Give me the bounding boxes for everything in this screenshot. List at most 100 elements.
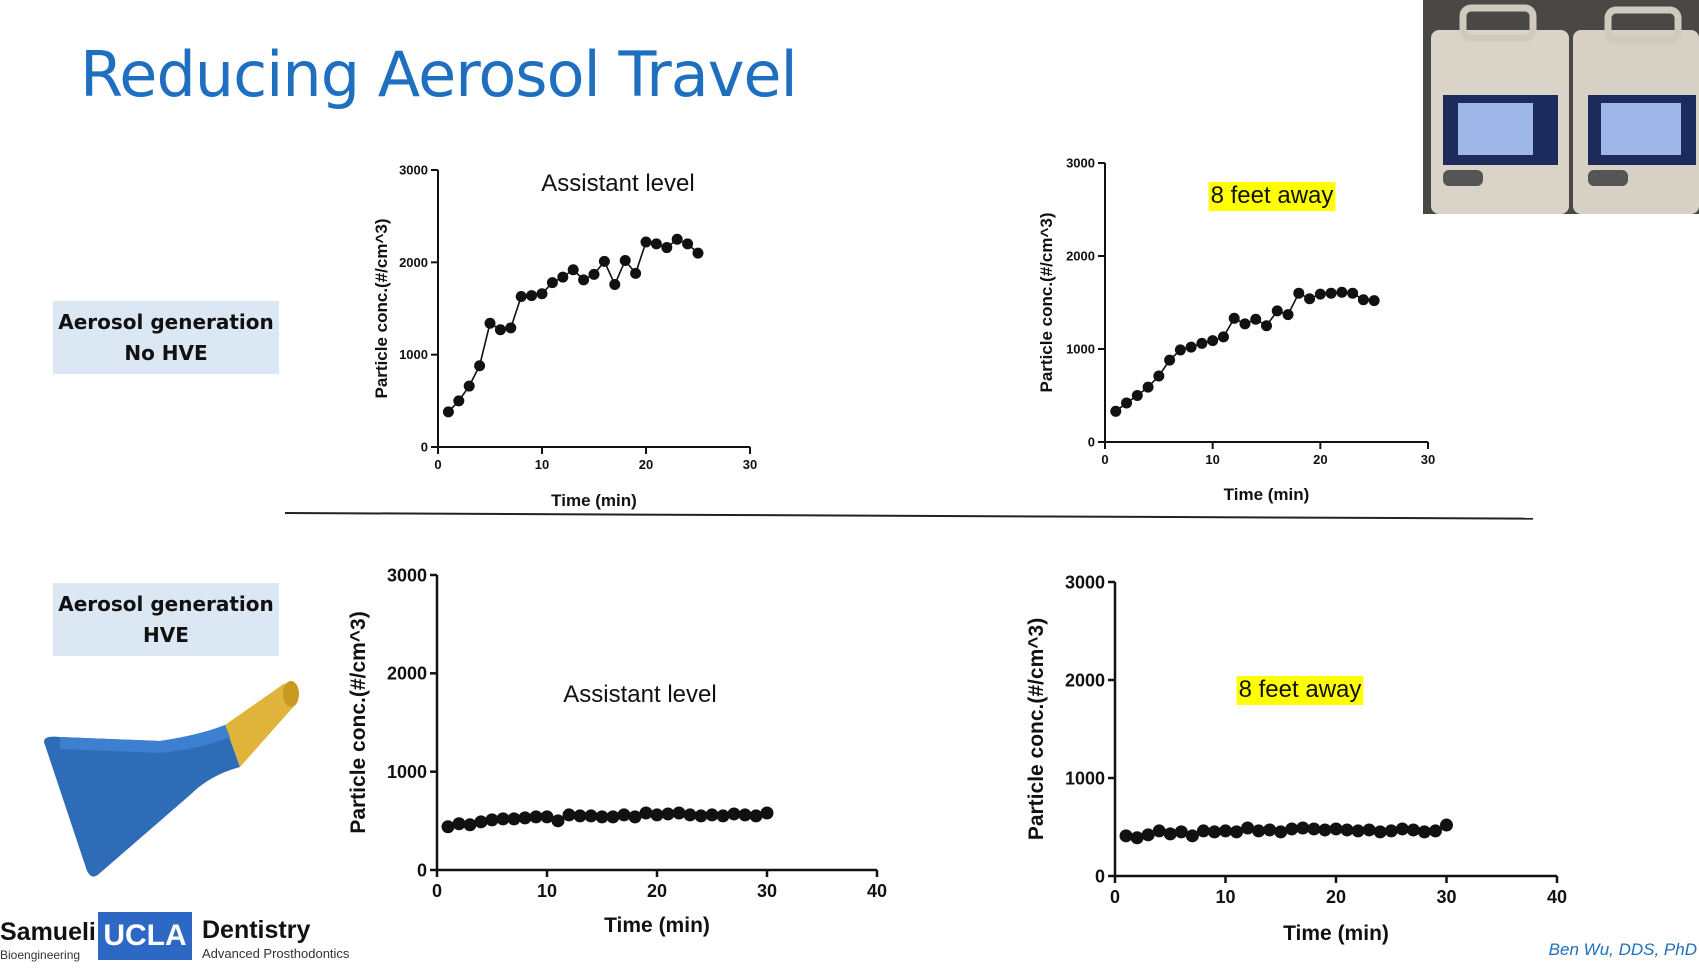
data-point — [518, 811, 532, 825]
data-point — [1271, 305, 1283, 317]
x-tick-label: 40 — [1547, 887, 1567, 907]
data-point — [694, 809, 708, 823]
data-point — [1384, 824, 1398, 838]
data-point — [671, 233, 683, 245]
data-point — [1417, 825, 1431, 839]
y-tick-label: 0 — [1088, 435, 1095, 450]
data-point — [540, 810, 554, 824]
y-tick-label: 2000 — [399, 255, 428, 270]
data-point — [485, 813, 499, 827]
logo-samueli: Samueli — [0, 918, 96, 946]
y-tick-label: 3000 — [1065, 572, 1105, 592]
x-tick-label: 20 — [1326, 887, 1346, 907]
data-point — [474, 360, 486, 372]
data-point — [661, 242, 673, 254]
data-point — [1228, 312, 1240, 324]
data-point — [505, 322, 517, 334]
data-point — [1395, 822, 1409, 836]
data-point — [1196, 824, 1210, 838]
x-axis-label: Time (min) — [604, 914, 710, 937]
data-point — [1307, 822, 1321, 836]
data-point — [1239, 318, 1251, 330]
chart-hve-8ft: 0 1000 2000 3000 0 10 20 30 40 Time (min) Particle… — [1025, 572, 1567, 945]
x-tick-label: 30 — [1421, 452, 1435, 467]
data-point — [1163, 827, 1177, 841]
data-point — [441, 820, 455, 834]
data-point — [1185, 829, 1199, 843]
x-tick-label: 20 — [1313, 452, 1327, 467]
y-tick-label: 0 — [421, 440, 428, 455]
data-point — [496, 812, 510, 826]
data-point — [609, 278, 621, 290]
data-point — [494, 324, 506, 336]
data-point — [507, 812, 521, 826]
data-point — [588, 268, 600, 280]
data-point — [1164, 354, 1176, 366]
data-point — [1440, 818, 1453, 832]
data-point — [557, 271, 569, 283]
logo-dentistry: Dentistry — [202, 916, 311, 944]
y-axis-label: Particle conc.(#/cm^3) — [1025, 618, 1048, 840]
x-axis-label: Time (min) — [1283, 922, 1389, 945]
x-axis-label: Time (min) — [1224, 485, 1310, 504]
data-point — [1252, 824, 1266, 838]
data-point — [1362, 823, 1376, 837]
chart-no-hve-assistant: 0 1000 2000 3000 0 10 20 30 Time (min) Particle c… — [372, 163, 757, 510]
particle-counter-photo — [1423, 0, 1699, 214]
y-tick-label: 3000 — [387, 565, 427, 585]
data-point — [1153, 370, 1165, 382]
data-point — [705, 808, 719, 822]
data-point — [692, 247, 704, 259]
y-tick-label: 3000 — [1066, 156, 1095, 171]
y-axis-label: Particle conc.(#/cm^3) — [347, 611, 370, 833]
data-point — [619, 254, 631, 266]
y-tick-label: 2000 — [1065, 670, 1105, 690]
data-point — [1357, 294, 1369, 306]
data-point — [1174, 825, 1188, 839]
data-point — [630, 267, 642, 279]
data-point — [1207, 335, 1219, 347]
x-tick-label: 40 — [867, 881, 887, 901]
data-point — [1263, 823, 1277, 837]
data-point — [453, 395, 465, 407]
data-point — [584, 809, 598, 823]
data-point — [1285, 822, 1299, 836]
y-tick-label: 1000 — [1066, 342, 1095, 357]
data-point — [1174, 344, 1186, 356]
x-tick-label: 10 — [537, 881, 557, 901]
data-point — [551, 814, 565, 828]
data-point — [442, 406, 454, 418]
logo-bioengineering: Bioengineering — [0, 948, 81, 962]
y-tick-label: 0 — [417, 860, 427, 880]
data-point — [760, 806, 774, 820]
data-point — [567, 264, 579, 276]
data-point — [1261, 320, 1272, 332]
data-point — [1347, 287, 1359, 299]
data-point — [639, 806, 653, 820]
label-no-hve-line2: No HVE — [124, 340, 208, 365]
chart-title: 8 feet away — [1239, 676, 1362, 703]
data-point — [1351, 824, 1365, 838]
chart-hve-assistant: 0 1000 2000 3000 0 10 20 30 40 Time (min) Particle… — [347, 565, 887, 937]
data-point — [1406, 823, 1420, 837]
data-point — [536, 288, 548, 300]
x-tick-label: 10 — [535, 457, 549, 472]
x-tick-label: 0 — [1110, 887, 1120, 907]
data-point — [1296, 821, 1310, 835]
data-point — [1368, 295, 1380, 307]
chart-title: Assistant level — [541, 170, 694, 197]
data-point — [546, 277, 558, 289]
label-hve-line1: Aerosol generation — [58, 591, 274, 616]
label-hve-line2: HVE — [143, 622, 189, 647]
data-point — [562, 808, 576, 822]
data-point — [452, 817, 466, 831]
data-point — [474, 815, 488, 829]
data-point — [617, 808, 631, 822]
x-tick-label: 30 — [757, 881, 777, 901]
data-point — [727, 807, 741, 821]
data-point — [1217, 331, 1229, 343]
data-point — [1131, 390, 1143, 401]
y-tick-label: 3000 — [399, 163, 428, 178]
data-point — [1282, 309, 1294, 321]
y-tick-label: 1000 — [399, 347, 428, 362]
